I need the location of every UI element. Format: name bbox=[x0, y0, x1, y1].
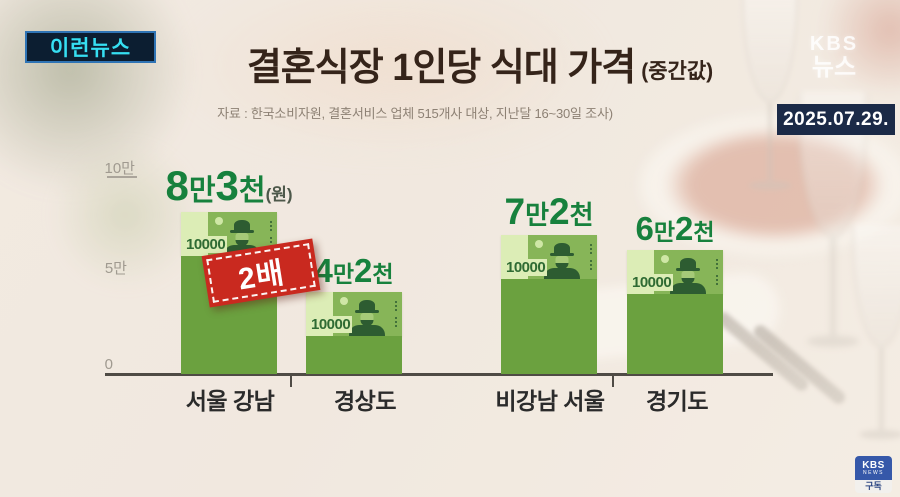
banknote-denomination: 10000 bbox=[309, 315, 353, 333]
program-badge-label: 이런뉴스 bbox=[49, 37, 132, 60]
bar-value-label: 4만2천 bbox=[314, 252, 394, 289]
banknote-denomination: 10000 bbox=[184, 235, 228, 253]
banknote-denomination: 10000 bbox=[630, 273, 674, 291]
bar-value-label: 7만2천 bbox=[504, 191, 594, 232]
king-sejong-icon bbox=[543, 243, 581, 279]
bar-gyeonggi: 6만2천 10000 bbox=[627, 212, 723, 374]
unit-suffix: (원) bbox=[265, 185, 293, 204]
broadcast-date: 2025.07.29. bbox=[783, 108, 889, 130]
x-axis-label-non-gangnam-seoul: 비강남 서울 bbox=[495, 388, 605, 414]
kbs-logo-subtext: 뉴스 bbox=[811, 54, 857, 81]
banknote-graphic: 10000 bbox=[501, 235, 597, 279]
page-title: 결혼식장 1인당 식대 가격 bbox=[246, 47, 636, 89]
headline: 결혼식장 1인당 식대 가격 (중간값) bbox=[246, 47, 714, 90]
wine-glass-shape bbox=[852, 225, 900, 440]
hands-bouquet-shape bbox=[170, 0, 610, 160]
data-source-caption: 자료 : 한국소비자원, 결혼서비스 업체 515개사 대상, 지난달 16~3… bbox=[217, 106, 613, 121]
bar-non-gangnam-seoul: 7만2천 10000 bbox=[501, 193, 597, 374]
kbs-subscribe-button[interactable]: KBS NEWS 구독 bbox=[855, 456, 892, 493]
bar-fill bbox=[627, 294, 723, 374]
kbs-logo-text: KBS bbox=[809, 33, 859, 55]
program-badge: 이런뉴스 bbox=[25, 31, 156, 63]
banknote-dots-icon bbox=[270, 221, 272, 223]
subscribe-label: 구독 bbox=[865, 481, 882, 491]
broadcast-date-badge: 2025.07.29. bbox=[777, 104, 895, 135]
kbs-news-mini-logo: KBS NEWS bbox=[855, 456, 892, 480]
double-price-stamp-label: 2배 bbox=[236, 256, 287, 297]
bar-fill bbox=[501, 279, 597, 374]
banknote-graphic: 10000 bbox=[627, 250, 723, 294]
y-axis-tick-0: 0 bbox=[104, 356, 113, 373]
y-axis-tick-50k: 5만 bbox=[104, 260, 127, 277]
foliage-shape bbox=[50, 140, 200, 290]
bar-gyeongsang: 4만2천 10000 bbox=[306, 254, 402, 374]
bar-value-label: 6만2천 bbox=[635, 210, 715, 247]
subscribe-label-box: 구독 bbox=[855, 480, 892, 493]
x-axis-divider-tick bbox=[612, 374, 614, 387]
bar-value-label: 8만3천(원) bbox=[165, 162, 293, 209]
y-axis-tick-mark bbox=[107, 176, 137, 178]
banknote-dots-icon bbox=[716, 259, 718, 261]
banknote-watermark-icon bbox=[214, 217, 223, 225]
y-axis-tick-100k: 10만 bbox=[104, 160, 136, 177]
king-sejong-icon bbox=[348, 300, 386, 336]
x-axis-label-gyeongsang: 경상도 bbox=[334, 388, 396, 414]
x-axis-divider-tick bbox=[290, 374, 292, 387]
banknote-dots-icon bbox=[395, 301, 397, 303]
banknote-watermark-icon bbox=[534, 240, 543, 248]
bar-fill bbox=[306, 336, 402, 374]
x-axis-label-seoul-gangnam: 서울 강남 bbox=[185, 388, 275, 414]
banknote-graphic: 10000 bbox=[306, 292, 402, 336]
banknote-watermark-icon bbox=[339, 297, 348, 305]
title-note: (중간값) bbox=[641, 59, 714, 83]
banknote-dots-icon bbox=[590, 244, 592, 246]
wine-glass-shape bbox=[742, 0, 798, 190]
x-axis-line bbox=[105, 373, 773, 376]
x-axis-label-gyeonggi: 경기도 bbox=[646, 388, 708, 414]
banknote-denomination: 10000 bbox=[504, 258, 548, 276]
banknote-watermark-icon bbox=[660, 255, 669, 263]
king-sejong-icon bbox=[669, 258, 707, 294]
kbs-news-logo: KBS 뉴스 bbox=[803, 33, 865, 81]
